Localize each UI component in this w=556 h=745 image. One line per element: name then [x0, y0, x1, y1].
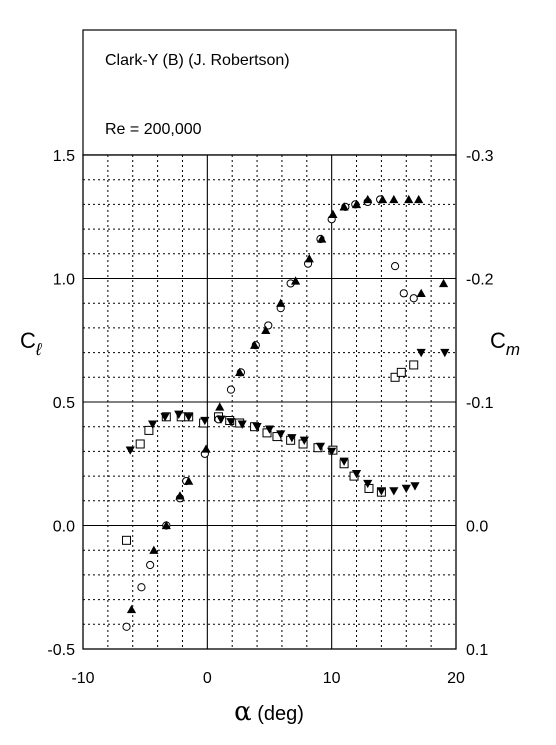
data-point-triangle-up	[161, 520, 171, 530]
y-right-tick-label: 0.1	[466, 642, 488, 659]
data-point-triangle-down	[339, 457, 349, 466]
y-left-tick-label: 0.0	[53, 519, 75, 536]
data-point-triangle-down	[276, 430, 286, 439]
y-left-tick-label: 1.0	[53, 272, 75, 289]
chart-title: Clark-Y (B) (J. Robertson)	[105, 52, 290, 69]
data-point-triangle-down	[226, 418, 236, 427]
data-point-triangle-down	[299, 436, 309, 445]
data-point-triangle-down	[200, 416, 210, 426]
data-point-triangle-up	[149, 545, 159, 554]
data-point-triangle-up	[416, 288, 426, 297]
y-axis-left-sub: ℓ	[35, 340, 42, 359]
header-box	[82, 29, 457, 156]
data-point-triangle-down	[184, 413, 194, 422]
data-point-open-square	[135, 439, 145, 449]
y-axis-right-main: C	[490, 328, 506, 353]
tick-labels: -10 0 10 20 -0.5 0.0 0.5 1.0 1.5 0.1 0.0 -0.1 -0.2 -0…	[47, 148, 493, 687]
data-point-triangle-down	[148, 420, 158, 429]
data-point-triangle-up	[378, 194, 388, 204]
y-axis-right-label: Cm	[490, 328, 520, 359]
y-left-tick-label: -0.5	[47, 642, 75, 659]
data-point-open-square	[122, 535, 132, 545]
data-marks	[122, 194, 450, 631]
data-point-open-circle	[399, 289, 408, 298]
y-right-tick-label: -0.2	[466, 272, 494, 289]
x-axis-unit: (deg)	[252, 703, 304, 725]
data-point-triangle-down	[363, 479, 373, 489]
data-point-triangle-down	[376, 487, 386, 496]
data-point-triangle-down	[264, 425, 275, 434]
x-axis-symbol: α	[234, 697, 252, 727]
data-point-triangle-up	[404, 194, 414, 204]
data-point-triangle-down	[416, 348, 426, 358]
y-axis-right-sub: m	[506, 340, 520, 359]
data-point-triangle-up	[389, 194, 399, 204]
data-point-triangle-up	[201, 444, 211, 453]
data-point-triangle-down	[125, 446, 135, 455]
x-axis-label: α (deg)	[234, 697, 304, 727]
data-point-triangle-down	[401, 484, 411, 494]
data-point-triangle-up	[351, 199, 362, 209]
data-point-open-circle	[226, 385, 236, 394]
y-right-tick-label: -0.1	[466, 395, 494, 412]
data-point-triangle-down	[252, 423, 262, 432]
x-tick-label: 20	[447, 670, 465, 687]
y-right-tick-label: -0.3	[466, 148, 494, 165]
data-point-triangle-down	[440, 348, 450, 358]
data-point-triangle-down	[237, 420, 247, 429]
y-right-tick-label: 0.0	[466, 519, 488, 536]
data-point-triangle-up	[339, 202, 349, 211]
y-axis-left-main: C	[20, 328, 36, 353]
data-point-open-square	[409, 360, 419, 370]
data-point-triangle-down	[287, 434, 297, 443]
data-point-open-square	[390, 372, 400, 382]
y-left-tick-label: 0.5	[53, 395, 75, 412]
data-point-triangle-up	[126, 604, 137, 614]
data-point-triangle-up	[291, 276, 301, 285]
x-tick-label: -10	[71, 670, 94, 687]
data-point-open-circle	[146, 560, 155, 570]
data-point-triangle-down	[410, 482, 420, 491]
data-point-triangle-down	[174, 410, 184, 419]
x-tick-label: 10	[323, 670, 341, 687]
data-point-triangle-down	[389, 487, 399, 496]
data-point-open-square	[144, 425, 154, 435]
y-axis-left-label: Cℓ	[20, 328, 42, 359]
data-point-triangle-down	[160, 413, 170, 422]
data-point-triangle-up	[215, 402, 225, 411]
data-point-triangle-up	[414, 194, 424, 204]
x-tick-label: 0	[203, 670, 212, 687]
data-point-triangle-up	[249, 340, 260, 349]
data-point-open-square	[396, 367, 406, 377]
data-point-triangle-up	[261, 325, 271, 335]
data-point-triangle-up	[235, 367, 245, 377]
plot-frame	[82, 154, 457, 650]
data-point-triangle-up	[276, 298, 286, 307]
data-point-triangle-up	[438, 278, 449, 288]
major-grid	[83, 155, 456, 649]
reynolds-label: Re = 200,000	[105, 121, 202, 138]
data-point-triangle-down	[327, 447, 337, 456]
data-point-triangle-up	[184, 476, 194, 485]
data-point-triangle-down	[351, 469, 362, 479]
data-point-open-circle	[137, 583, 146, 592]
data-point-open-circle	[390, 262, 400, 271]
data-point-triangle-up	[175, 491, 185, 500]
data-point-triangle-up	[363, 194, 373, 204]
data-point-open-circle	[409, 294, 418, 303]
data-point-triangle-down	[315, 442, 326, 452]
data-point-triangle-up	[328, 209, 338, 218]
data-point-triangle-down	[216, 415, 226, 424]
data-point-triangle-up	[317, 234, 327, 243]
data-point-open-circle	[122, 622, 131, 631]
data-point-triangle-up	[304, 254, 314, 263]
y-left-tick-label: 1.5	[53, 148, 75, 165]
